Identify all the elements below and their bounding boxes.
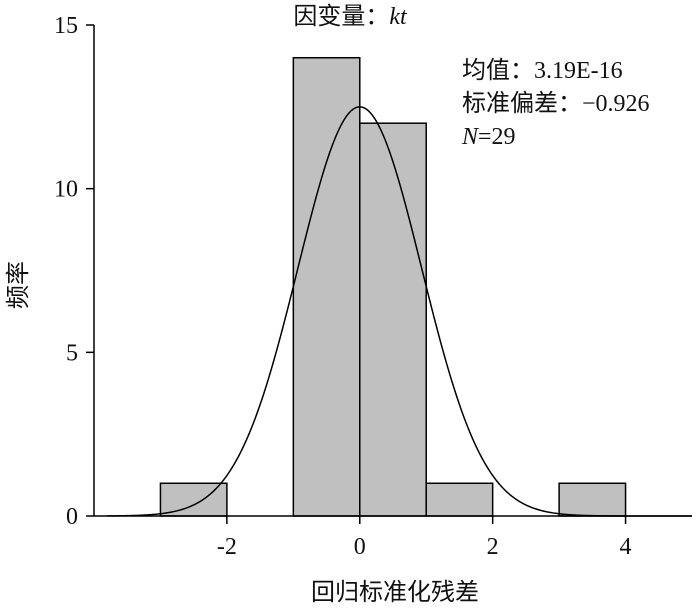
stat-n: N=29	[461, 124, 516, 150]
histogram-bar	[359, 122, 427, 517]
x-tick-label: 4	[620, 534, 632, 560]
bar-group	[159, 56, 627, 517]
x-tick-label: 0	[354, 534, 366, 560]
chart-title-prefix: 因变量：	[293, 2, 389, 30]
histogram-bar	[292, 56, 361, 517]
histogram-bar	[425, 482, 494, 517]
stats-box: 均值：3.19E-16 标准偏差：−0.926 N=29	[461, 56, 650, 150]
stat-mean: 均值：3.19E-16	[462, 56, 623, 84]
y-tick-label: 10	[54, 177, 78, 203]
x-tick-label: 2	[487, 534, 499, 560]
histogram-bar	[558, 482, 627, 517]
stat-n-value: =29	[478, 124, 516, 150]
y-tick-group: 0 5 10 15	[54, 13, 94, 530]
stat-mean-value: 3.19E-16	[534, 58, 623, 84]
stat-mean-label: 均值：	[462, 56, 534, 84]
y-axis-label: 频率	[4, 261, 32, 309]
chart-title-variable: kt	[389, 4, 408, 30]
stat-sd-value: −0.926	[582, 91, 650, 117]
plot-area: -2 0 2 4 0 5 10 15	[54, 13, 692, 560]
x-tick-group: -2 0 2 4	[217, 516, 632, 560]
x-axis-label: 回归标准化残差	[311, 578, 479, 606]
stat-sd: 标准偏差：−0.926	[462, 89, 650, 117]
x-tick-label: -2	[217, 534, 237, 560]
chart-title: 因变量：kt	[293, 2, 408, 30]
stat-sd-label: 标准偏差：	[462, 89, 582, 117]
y-tick-label: 15	[54, 13, 78, 39]
stat-n-label: N	[461, 124, 480, 150]
y-tick-label: 0	[66, 504, 78, 530]
y-tick-label: 5	[66, 340, 78, 366]
